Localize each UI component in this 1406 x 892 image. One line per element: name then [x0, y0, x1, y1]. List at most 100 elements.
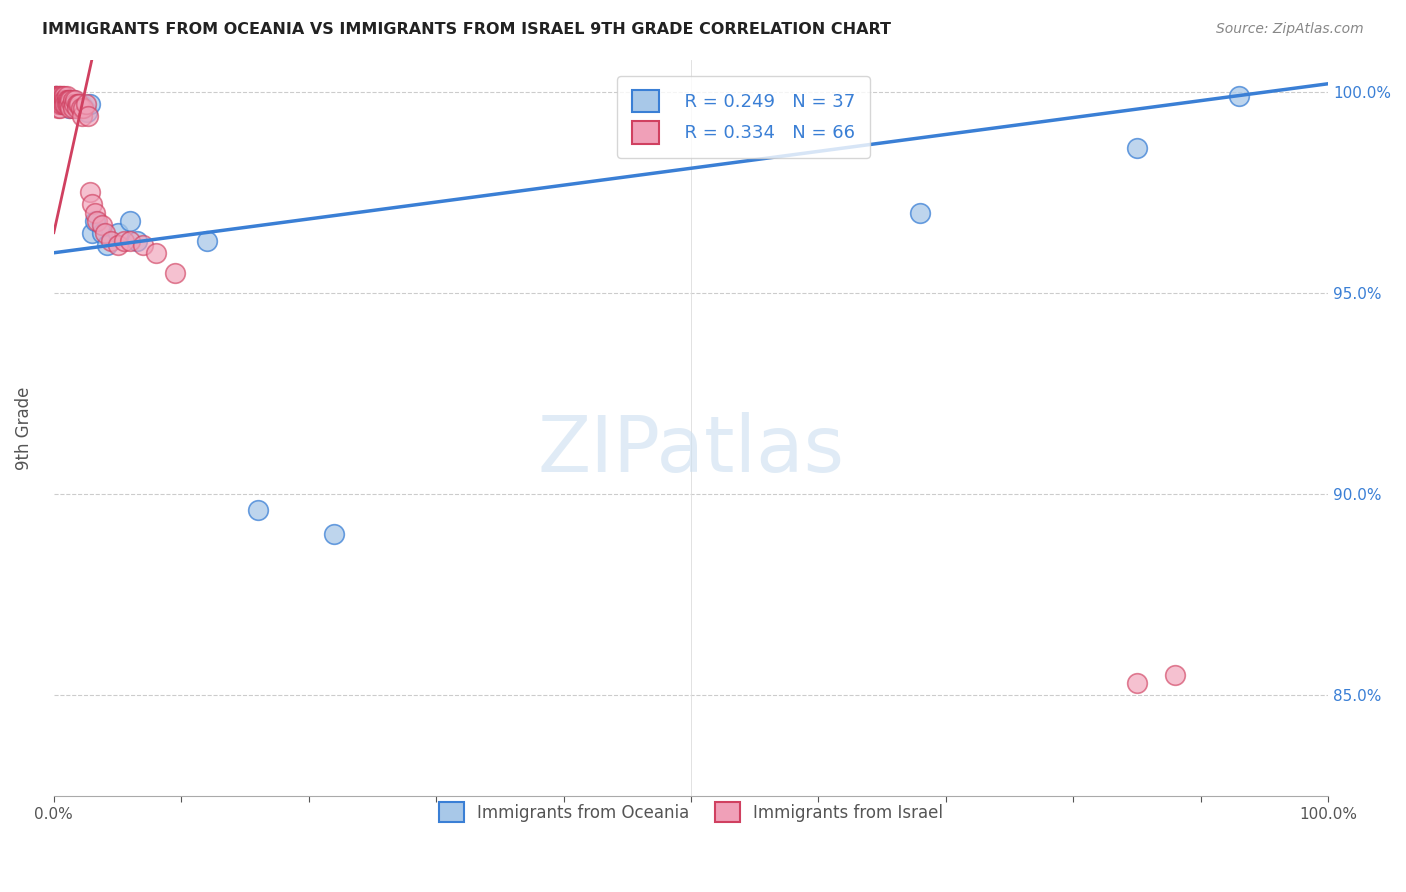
- Point: [59, 93, 82, 107]
- Point: [52, 93, 75, 107]
- Point: [45, 88, 67, 103]
- Point: [55, 88, 77, 103]
- Point: [59, 101, 82, 115]
- Point: [77, 109, 100, 123]
- Point: [53, 93, 76, 107]
- Point: [56, 96, 79, 111]
- Point: [1126, 676, 1149, 690]
- Point: [45, 88, 67, 103]
- Point: [120, 213, 142, 227]
- Point: [56, 93, 79, 107]
- Point: [107, 226, 129, 240]
- Point: [55, 93, 77, 107]
- Point: [62, 93, 84, 107]
- Point: [120, 234, 142, 248]
- Point: [58, 101, 80, 115]
- Point: [60, 96, 83, 111]
- Point: [46, 88, 69, 103]
- Point: [46, 96, 69, 111]
- Point: [72, 101, 94, 115]
- Point: [94, 226, 117, 240]
- Point: [52, 96, 75, 111]
- Point: [112, 234, 135, 248]
- Point: [75, 96, 97, 111]
- Point: [51, 96, 73, 111]
- Point: [53, 88, 76, 103]
- Point: [195, 234, 218, 248]
- Point: [1227, 88, 1250, 103]
- Point: [80, 197, 103, 211]
- Point: [45, 93, 67, 107]
- Point: [246, 503, 269, 517]
- Point: [67, 96, 90, 111]
- Point: [163, 266, 186, 280]
- Point: [100, 234, 122, 248]
- Point: [52, 88, 75, 103]
- Point: [44, 88, 66, 103]
- Point: [69, 101, 91, 115]
- Text: ZIPatlas: ZIPatlas: [537, 412, 845, 488]
- Point: [46, 93, 69, 107]
- Point: [67, 96, 90, 111]
- Point: [132, 237, 155, 252]
- Point: [48, 93, 70, 107]
- Point: [48, 88, 70, 103]
- Point: [53, 93, 76, 107]
- Point: [53, 96, 76, 111]
- Point: [145, 245, 167, 260]
- Point: [86, 213, 108, 227]
- Point: [70, 101, 93, 115]
- Point: [45, 96, 67, 111]
- Point: [49, 96, 72, 111]
- Point: [53, 96, 76, 111]
- Point: [80, 226, 103, 240]
- Point: [73, 101, 96, 115]
- Point: [53, 96, 76, 111]
- Point: [66, 101, 89, 115]
- Point: [96, 237, 118, 252]
- Point: [63, 96, 86, 111]
- Point: [79, 186, 101, 200]
- Point: [67, 101, 90, 115]
- Point: [58, 93, 80, 107]
- Point: [62, 101, 84, 115]
- Point: [51, 93, 73, 107]
- Point: [46, 93, 69, 107]
- Point: [49, 101, 72, 115]
- Point: [48, 96, 70, 111]
- Point: [49, 88, 72, 103]
- Point: [63, 101, 86, 115]
- Point: [69, 96, 91, 111]
- Point: [83, 205, 105, 219]
- Point: [49, 93, 72, 107]
- Point: [49, 93, 72, 107]
- Point: [55, 93, 77, 107]
- Point: [44, 93, 66, 107]
- Point: [45, 93, 67, 107]
- Point: [45, 88, 67, 103]
- Point: [91, 226, 114, 240]
- Point: [107, 237, 129, 252]
- Point: [51, 96, 73, 111]
- Legend: Immigrants from Oceania, Immigrants from Israel: Immigrants from Oceania, Immigrants from…: [426, 789, 956, 836]
- Y-axis label: 9th Grade: 9th Grade: [15, 386, 32, 469]
- Point: [91, 218, 114, 232]
- Point: [66, 101, 89, 115]
- Text: Source: ZipAtlas.com: Source: ZipAtlas.com: [1216, 22, 1364, 37]
- Point: [51, 88, 73, 103]
- Point: [48, 96, 70, 111]
- Point: [59, 93, 82, 107]
- Point: [55, 96, 77, 111]
- Point: [1164, 668, 1187, 682]
- Text: IMMIGRANTS FROM OCEANIA VS IMMIGRANTS FROM ISRAEL 9TH GRADE CORRELATION CHART: IMMIGRANTS FROM OCEANIA VS IMMIGRANTS FR…: [42, 22, 891, 37]
- Point: [125, 234, 148, 248]
- Point: [65, 93, 87, 107]
- Point: [53, 96, 76, 111]
- Point: [52, 93, 75, 107]
- Point: [56, 96, 79, 111]
- Point: [323, 527, 346, 541]
- Point: [76, 104, 98, 119]
- Point: [66, 96, 89, 111]
- Point: [79, 96, 101, 111]
- Point: [58, 96, 80, 111]
